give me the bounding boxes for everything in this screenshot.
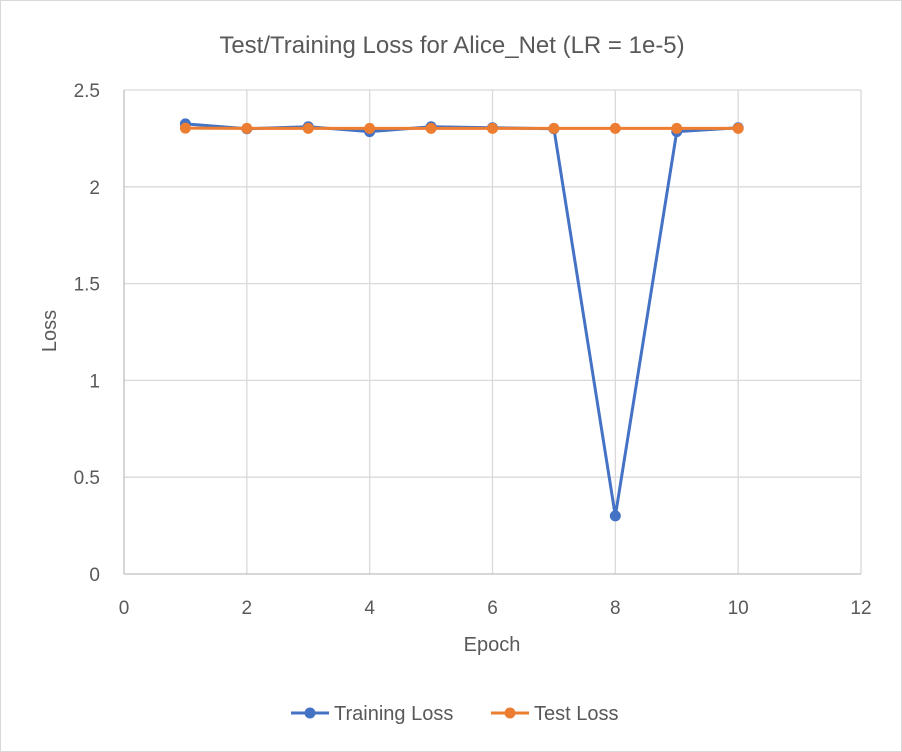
legend-label-training-loss: Training Loss bbox=[334, 703, 453, 725]
data-point-test-loss bbox=[241, 122, 253, 134]
y-tick-label: 0 bbox=[89, 565, 100, 586]
x-tick-label: 8 bbox=[610, 598, 621, 619]
y-tick-label: 2.5 bbox=[74, 81, 100, 102]
axis-lines bbox=[123, 90, 861, 575]
data-point-test-loss bbox=[732, 122, 744, 134]
legend-marker-test-loss bbox=[504, 707, 516, 719]
data-point-test-loss bbox=[302, 122, 314, 134]
legend-marker-training-loss bbox=[304, 707, 316, 719]
series-test-loss bbox=[179, 122, 744, 134]
data-point-training-loss bbox=[609, 510, 621, 522]
x-tick-label: 0 bbox=[119, 598, 130, 619]
y-axis-title: Loss bbox=[39, 310, 61, 352]
x-tick-label: 6 bbox=[487, 598, 498, 619]
x-axis-title: Epoch bbox=[464, 634, 521, 656]
legend-item-test-loss: Test Loss bbox=[491, 703, 618, 725]
tick-labels: 0 0.5 1 1.5 2 2.5 0 2 4 6 8 10 12 bbox=[74, 81, 872, 619]
x-tick-label: 12 bbox=[850, 598, 871, 619]
y-tick-label: 2 bbox=[89, 178, 100, 199]
chart-title: Test/Training Loss for Alice_Net (LR = 1… bbox=[219, 32, 684, 59]
data-point-test-loss bbox=[671, 122, 683, 134]
data-point-test-loss bbox=[364, 122, 376, 134]
data-point-test-loss bbox=[179, 122, 191, 134]
x-tick-label: 4 bbox=[364, 598, 375, 619]
y-tick-label: 1.5 bbox=[74, 275, 100, 296]
legend: Training Loss Test Loss bbox=[291, 703, 618, 725]
series-line-training-loss bbox=[185, 122, 739, 518]
grid-lines bbox=[124, 89, 862, 574]
legend-item-training-loss: Training Loss bbox=[291, 703, 453, 725]
data-point-test-loss bbox=[548, 122, 560, 134]
y-tick-label: 1 bbox=[89, 371, 100, 392]
data-point-test-loss bbox=[425, 122, 437, 134]
x-tick-label: 10 bbox=[728, 598, 749, 619]
data-point-test-loss bbox=[609, 122, 621, 134]
x-tick-label: 2 bbox=[242, 598, 253, 619]
series-training-loss bbox=[179, 118, 744, 522]
data-point-test-loss bbox=[487, 122, 498, 134]
series-layer bbox=[179, 118, 744, 522]
y-tick-label: 0.5 bbox=[74, 468, 100, 489]
legend-label-test-loss: Test Loss bbox=[534, 703, 618, 725]
